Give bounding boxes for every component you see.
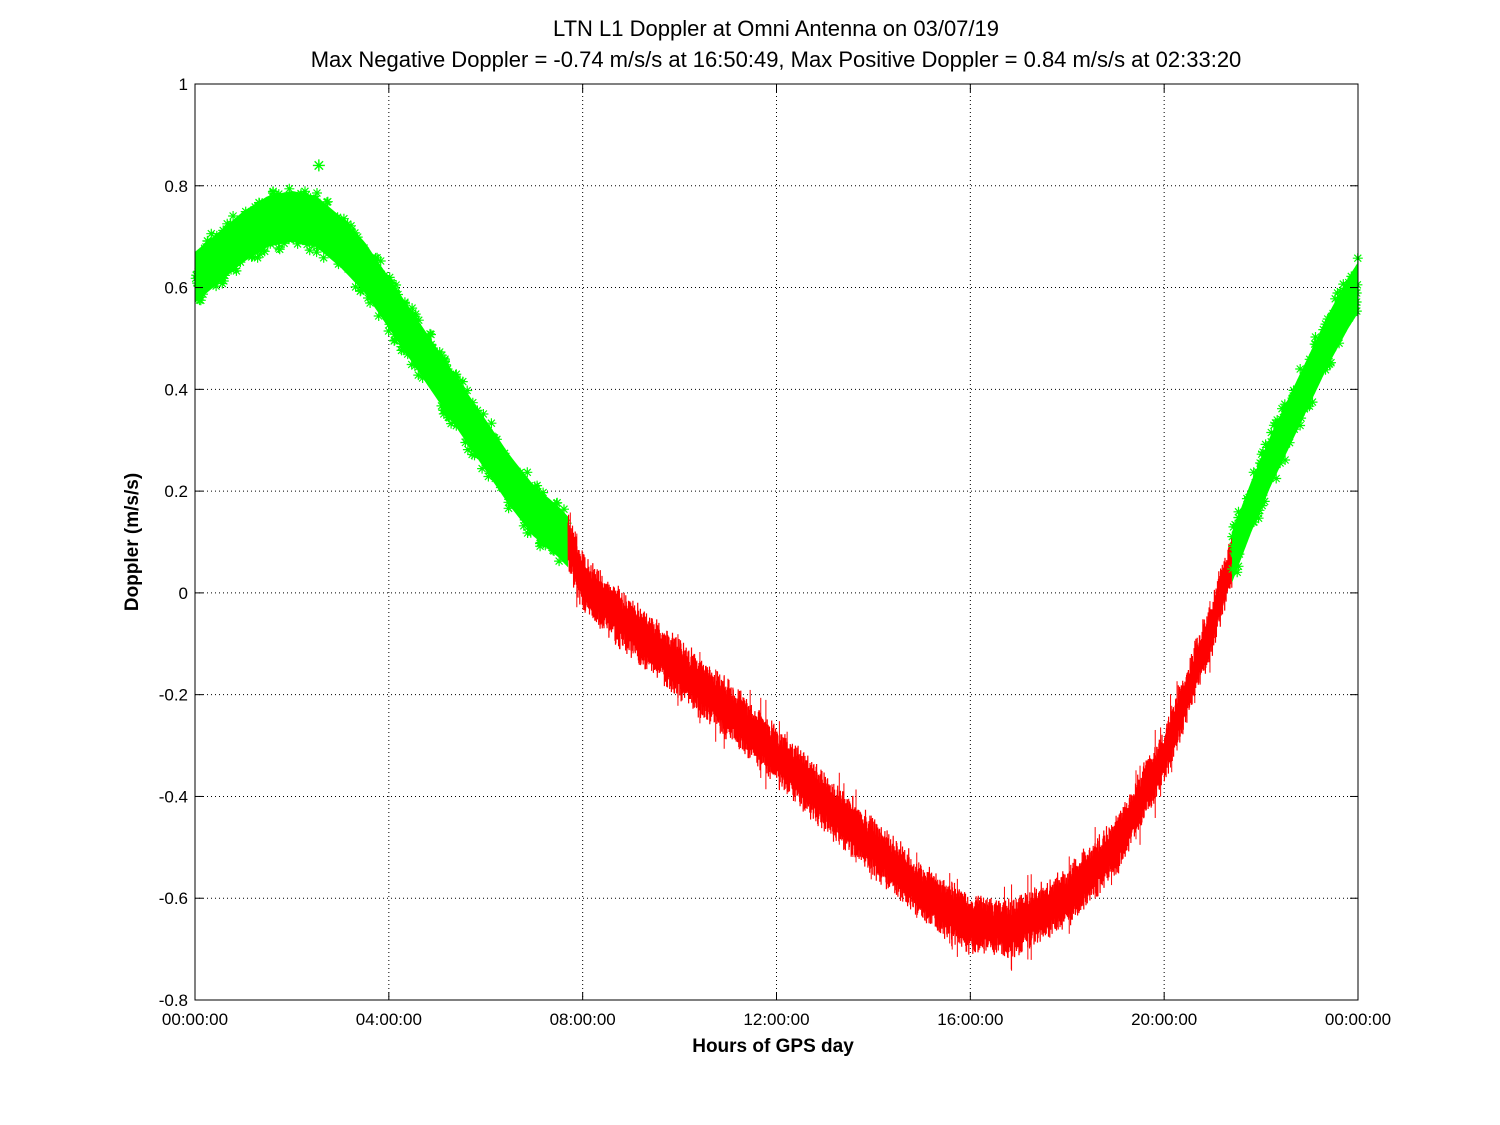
x-tick-label: 16:00:00 [937,1010,1003,1029]
x-axis-label: Hours of GPS day [692,1036,854,1057]
plot-area [194,83,1359,1001]
y-tick-label: 0.8 [164,177,188,196]
y-tick-label: 1 [179,75,188,94]
x-tick-label: 12:00:00 [743,1010,809,1029]
x-tick-label: 20:00:00 [1131,1010,1197,1029]
y-tick-label: 0.2 [164,482,188,501]
x-tick-label: 00:00:00 [1325,1010,1391,1029]
x-tick-label: 00:00:00 [162,1010,228,1029]
grid-layer [195,84,1358,1000]
y-tick-label: -0.8 [159,991,188,1010]
y-tick-label: 0 [179,584,188,603]
series-0 [190,183,572,568]
series-line [567,514,1233,959]
series-markers [190,183,572,567]
x-tick-label: 04:00:00 [356,1010,422,1029]
y-tick-label: -0.2 [159,686,188,705]
peak-marker [312,159,325,172]
series-1 [567,512,1233,971]
y-tick-label: -0.4 [159,787,188,806]
x-tick-label: 08:00:00 [550,1010,616,1029]
chart-subtitle: Max Negative Doppler = -0.74 m/s/s at 16… [311,47,1242,72]
y-axis-label: Doppler (m/s/s) [122,473,143,611]
y-tick-label: 0.4 [164,380,188,399]
tick-layer: 00:00:00 04:00:00 08:00:00 12:00:00 16:00:00… [159,75,1391,1029]
y-tick-label: -0.6 [159,889,188,908]
data-layer [190,159,1363,971]
y-tick-label: 0.6 [164,279,188,298]
chart-title: LTN L1 Doppler at Omni Antenna on 03/07/… [553,16,999,41]
